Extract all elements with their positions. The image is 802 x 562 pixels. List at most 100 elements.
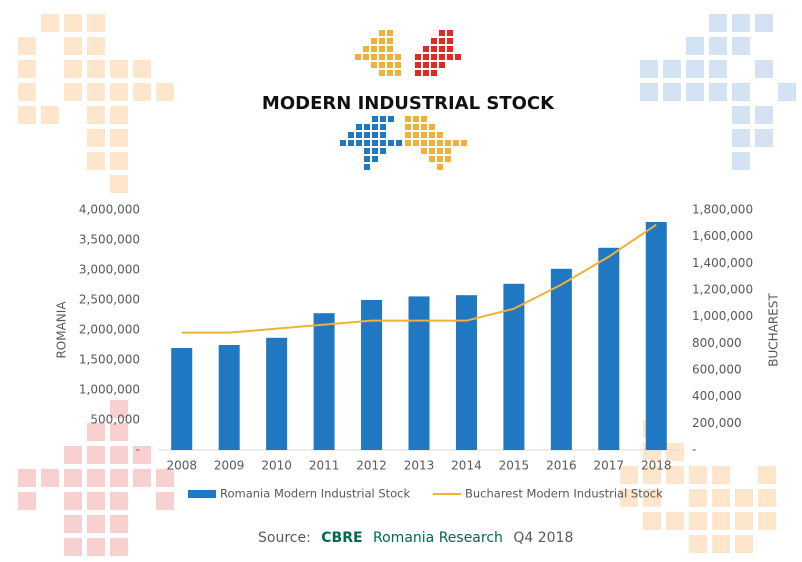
deco-square xyxy=(87,37,105,55)
deco-square xyxy=(110,538,128,556)
deco-square xyxy=(133,469,151,487)
deco-square xyxy=(371,46,377,52)
deco-square xyxy=(755,129,773,147)
deco-square xyxy=(110,515,128,533)
deco-square xyxy=(364,132,370,138)
deco-square xyxy=(405,124,411,130)
deco-square xyxy=(64,60,82,78)
deco-square xyxy=(64,469,82,487)
deco-square xyxy=(395,54,401,60)
deco-square xyxy=(371,54,377,60)
deco-square xyxy=(87,129,105,147)
deco-square xyxy=(447,30,453,36)
deco-square xyxy=(364,140,370,146)
deco-square xyxy=(64,83,82,101)
deco-square xyxy=(380,140,386,146)
deco-square xyxy=(64,515,82,533)
deco-square xyxy=(18,60,36,78)
deco-square xyxy=(439,30,445,36)
deco-square xyxy=(64,37,82,55)
bar xyxy=(361,300,382,450)
y2-tick-label: 200,000 xyxy=(692,416,742,430)
deco-square xyxy=(364,156,370,162)
deco-square xyxy=(413,124,419,130)
deco-square xyxy=(712,535,730,553)
deco-square xyxy=(379,38,385,44)
y2-tick-label: 1,600,000 xyxy=(692,229,753,243)
deco-square xyxy=(778,83,796,101)
deco-square xyxy=(405,132,411,138)
y-tick-label: 4,000,000 xyxy=(79,203,140,217)
deco-square xyxy=(110,446,128,464)
deco-square xyxy=(87,469,105,487)
deco-square xyxy=(732,37,750,55)
y2-tick-label: 1,400,000 xyxy=(692,256,753,270)
deco-square xyxy=(413,140,419,146)
deco-square xyxy=(439,54,445,60)
deco-square xyxy=(437,164,443,170)
deco-square xyxy=(413,116,419,122)
deco-square xyxy=(87,152,105,170)
deco-square xyxy=(415,70,421,76)
deco-square xyxy=(372,156,378,162)
deco-square xyxy=(348,140,354,146)
deco-square xyxy=(755,14,773,32)
deco-square xyxy=(41,106,59,124)
deco-square xyxy=(431,46,437,52)
deco-square xyxy=(429,132,435,138)
source-brand: CBRE xyxy=(321,530,362,546)
deco-square xyxy=(453,140,459,146)
deco-square xyxy=(395,70,401,76)
legend-swatch xyxy=(188,490,216,498)
deco-square xyxy=(445,140,451,146)
x-tick-label: 2011 xyxy=(309,459,340,473)
deco-square xyxy=(732,83,750,101)
y-tick-label: 2,000,000 xyxy=(79,323,140,337)
deco-square xyxy=(431,62,437,68)
deco-square xyxy=(429,148,435,154)
x-tick-label: 2013 xyxy=(404,459,435,473)
deco-square xyxy=(18,469,36,487)
deco-square xyxy=(437,140,443,146)
deco-square xyxy=(686,83,704,101)
x-tick-label: 2017 xyxy=(594,459,625,473)
deco-square xyxy=(431,70,437,76)
source-name: Romania Research xyxy=(373,530,503,546)
deco-square xyxy=(396,140,402,146)
deco-square xyxy=(712,512,730,530)
deco-square xyxy=(388,140,394,146)
deco-square xyxy=(689,512,707,530)
deco-square xyxy=(110,129,128,147)
bar xyxy=(171,348,192,450)
y-tick-label: 500,000 xyxy=(90,413,140,427)
deco-square xyxy=(372,148,378,154)
x-tick-label: 2016 xyxy=(546,459,577,473)
deco-square xyxy=(156,492,174,510)
deco-square xyxy=(415,54,421,60)
deco-square xyxy=(64,492,82,510)
deco-square xyxy=(421,116,427,122)
bar xyxy=(598,248,619,450)
deco-square xyxy=(423,70,429,76)
deco-square xyxy=(437,148,443,154)
deco-square xyxy=(423,54,429,60)
deco-square xyxy=(712,489,730,507)
deco-square xyxy=(388,116,394,122)
bar xyxy=(551,269,572,450)
x-tick-label: 2014 xyxy=(451,459,482,473)
deco-square xyxy=(732,152,750,170)
y2-tick-label: 1,200,000 xyxy=(692,283,753,297)
deco-square xyxy=(689,535,707,553)
y2-tick-label: 400,000 xyxy=(692,389,742,403)
deco-square xyxy=(732,106,750,124)
chart-title: MODERN INDUSTRIAL STOCK xyxy=(262,93,555,114)
deco-square xyxy=(421,148,427,154)
deco-square xyxy=(379,70,385,76)
y-tick-label: 3,000,000 xyxy=(79,263,140,277)
deco-square xyxy=(439,38,445,44)
deco-square xyxy=(110,469,128,487)
deco-square xyxy=(421,124,427,130)
deco-square xyxy=(87,106,105,124)
deco-square xyxy=(348,132,354,138)
deco-square xyxy=(447,46,453,52)
